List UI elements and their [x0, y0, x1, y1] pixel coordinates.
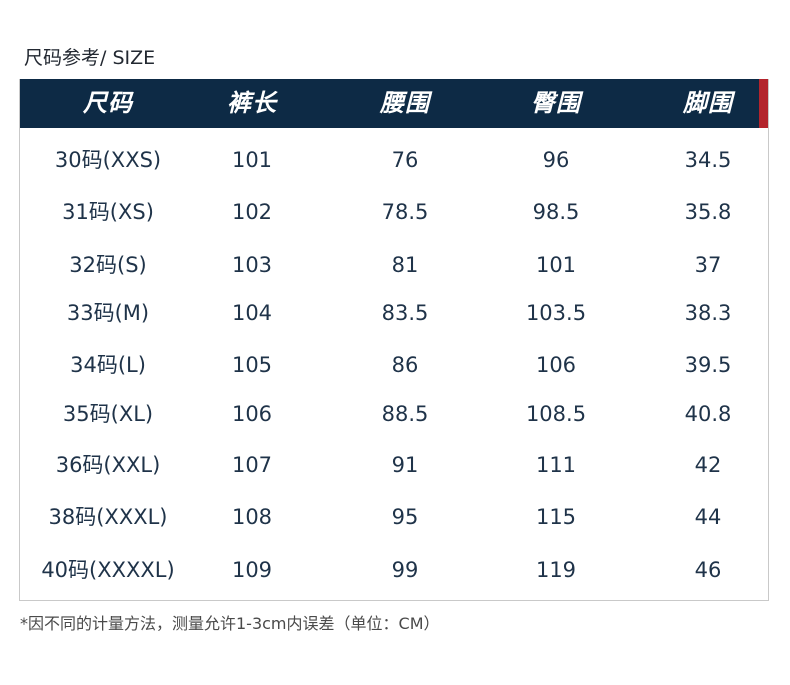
- cell-leg-opening: 34.5: [684, 148, 732, 172]
- table-header: 尺码 裤长 腰围 臀围 脚围: [20, 79, 760, 128]
- table-row: 35码(XL) 106 88.5 108.5 40.8: [20, 399, 768, 429]
- page-title: 尺码参考/ SIZE: [24, 47, 156, 69]
- cell-hip: 101: [535, 253, 577, 277]
- header-leg-opening: 脚围: [683, 89, 733, 117]
- cell-leg-opening: 40.8: [684, 402, 732, 426]
- cell-hip: 98.5: [532, 200, 580, 224]
- cell-hip: 106: [535, 353, 577, 377]
- cell-pants-length: 105: [231, 353, 273, 377]
- cell-pants-length: 109: [231, 558, 273, 582]
- table-row: 32码(S) 103 81 101 37: [20, 250, 768, 280]
- size-table: 尺码 裤长 腰围 臀围 脚围 30码(XXS) 101 76 96 34.5 31码(XS…: [19, 79, 769, 601]
- table-row: 33码(M) 104 83.5 103.5 38.3: [20, 298, 768, 328]
- measurement-note: *因不同的计量方法，测量允许1-3cm内误差（单位：CM）: [20, 614, 440, 633]
- table-row: 31码(XS) 102 78.5 98.5 35.8: [20, 197, 768, 227]
- header-size: 尺码: [83, 89, 133, 117]
- cell-leg-opening: 46: [694, 558, 722, 582]
- cell-size: 40码(XXXXL): [41, 558, 175, 582]
- cell-size: 35码(XL): [62, 402, 154, 426]
- cell-hip: 108.5: [525, 402, 587, 426]
- cell-leg-opening: 37: [694, 253, 722, 277]
- header-pants-length: 裤长: [227, 89, 277, 117]
- cell-waist: 99: [391, 558, 419, 582]
- cell-pants-length: 104: [231, 301, 273, 325]
- cell-size: 32码(S): [69, 253, 147, 277]
- table-row: 38码(XXXL) 108 95 115 44: [20, 502, 768, 532]
- header-waist: 腰围: [380, 89, 430, 117]
- table-row: 30码(XXS) 101 76 96 34.5: [20, 145, 768, 175]
- cell-waist: 91: [391, 453, 419, 477]
- table-row: 36码(XXL) 107 91 111 42: [20, 450, 768, 480]
- cell-waist: 86: [391, 353, 419, 377]
- table-row: 34码(L) 105 86 106 39.5: [20, 350, 768, 380]
- cell-pants-length: 108: [231, 505, 273, 529]
- cell-waist: 83.5: [381, 301, 429, 325]
- cell-leg-opening: 38.3: [684, 301, 732, 325]
- cell-leg-opening: 39.5: [684, 353, 732, 377]
- cell-pants-length: 102: [231, 200, 273, 224]
- cell-pants-length: 103: [231, 253, 273, 277]
- cell-size: 38码(XXXL): [48, 505, 168, 529]
- cell-waist: 76: [391, 148, 419, 172]
- cell-hip: 119: [535, 558, 577, 582]
- cell-waist: 81: [391, 253, 419, 277]
- table-row: 40码(XXXXL) 109 99 119 46: [20, 555, 768, 585]
- cell-size: 33码(M): [66, 301, 150, 325]
- cell-size: 36码(XXL): [55, 453, 161, 477]
- header-accent-bar: [759, 79, 768, 128]
- cell-leg-opening: 35.8: [684, 200, 732, 224]
- cell-waist: 88.5: [381, 402, 429, 426]
- cell-leg-opening: 44: [694, 505, 722, 529]
- cell-pants-length: 106: [231, 402, 273, 426]
- cell-size: 34码(L): [70, 353, 146, 377]
- cell-hip: 115: [535, 505, 577, 529]
- cell-pants-length: 101: [231, 148, 273, 172]
- cell-waist: 95: [391, 505, 419, 529]
- cell-size: 30码(XXS): [54, 148, 162, 172]
- cell-hip: 96: [542, 148, 570, 172]
- cell-size: 31码(XS): [62, 200, 154, 224]
- header-hip: 臀围: [531, 89, 581, 117]
- cell-hip: 103.5: [525, 301, 587, 325]
- cell-waist: 78.5: [381, 200, 429, 224]
- cell-leg-opening: 42: [694, 453, 722, 477]
- cell-hip: 111: [535, 453, 577, 477]
- cell-pants-length: 107: [231, 453, 273, 477]
